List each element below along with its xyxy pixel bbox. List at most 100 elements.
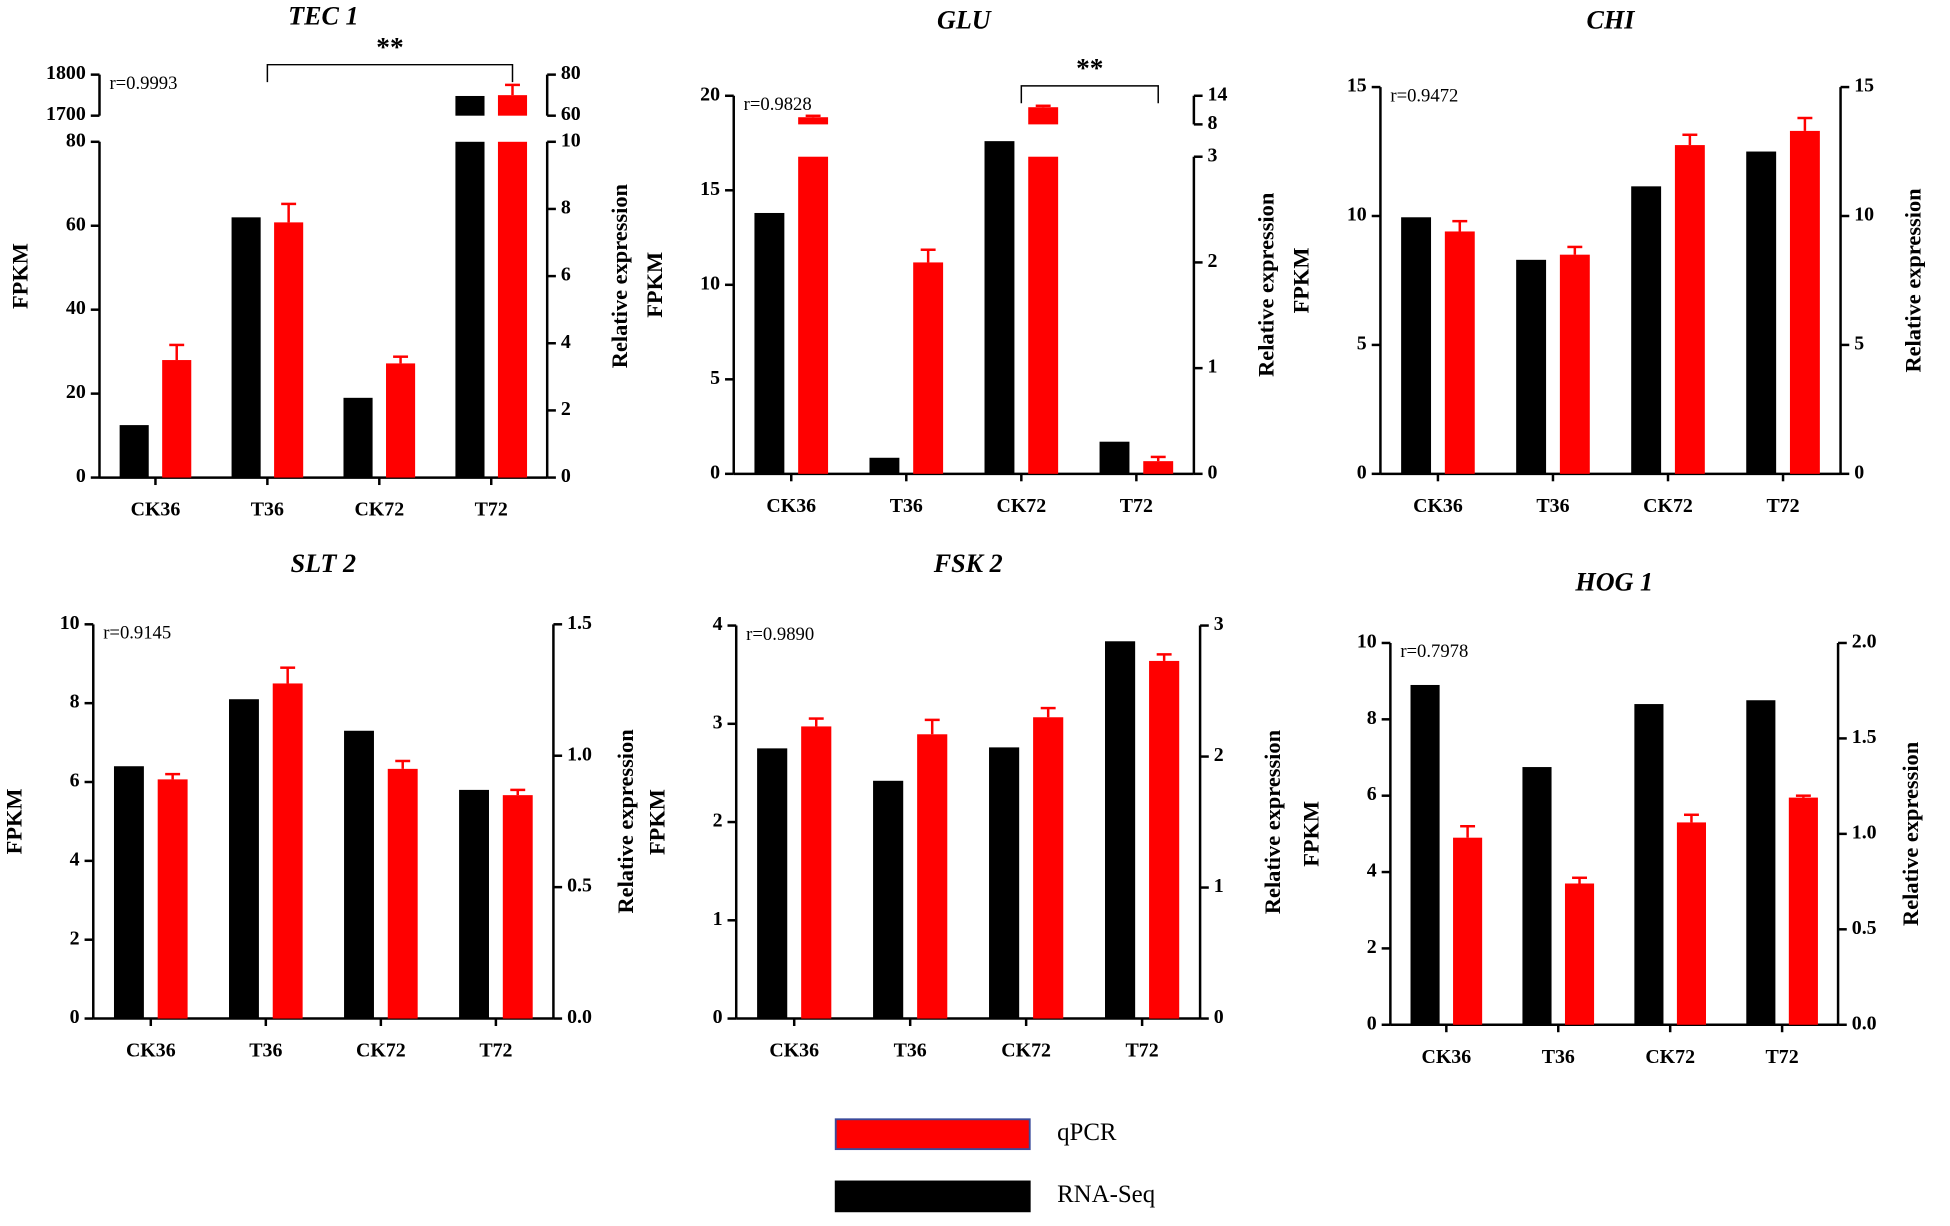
bar-upper <box>455 95 485 116</box>
bar <box>801 726 832 1019</box>
tick-label: 2.0 <box>1852 631 1877 653</box>
tick-label: 15 <box>700 178 720 200</box>
y2-axis-title: Relative expression <box>607 183 632 368</box>
tick-label: 2 <box>70 927 80 949</box>
bar <box>1559 254 1590 474</box>
legend-swatch <box>834 1118 1031 1151</box>
tick-label: 2 <box>1367 936 1377 958</box>
tick-label: 10 <box>1854 204 1874 226</box>
chart-title: HOG 1 <box>1574 568 1653 597</box>
x-tick-label: T72 <box>479 1040 512 1062</box>
bar <box>1105 641 1136 1019</box>
tick-label: 2 <box>1214 744 1224 766</box>
y2-axis-title: Relative expression <box>1898 741 1923 926</box>
bar <box>1410 684 1440 1025</box>
y-axis-title: FPKM <box>642 252 667 318</box>
bar <box>274 222 304 478</box>
tick-label: 1 <box>1214 875 1224 897</box>
tick-label: 0 <box>1854 461 1864 483</box>
chart-title: CHI <box>1587 5 1636 34</box>
tick-label: 0 <box>70 1006 80 1028</box>
tick-label: 2 <box>1208 250 1218 272</box>
x-tick-label: CK72 <box>996 495 1046 517</box>
bar <box>1674 145 1705 474</box>
x-tick-label: T36 <box>249 1040 282 1062</box>
correlation-label: r=0.9890 <box>746 624 814 645</box>
bar <box>989 747 1020 1019</box>
x-tick-label: CK72 <box>356 1040 406 1062</box>
tick-label: 5 <box>710 367 720 389</box>
x-tick-label: CK36 <box>766 495 816 517</box>
tick-label: 0 <box>710 461 720 483</box>
tick-label: 1.5 <box>1852 726 1877 748</box>
tick-label: 3 <box>1214 613 1224 635</box>
tick-label: 8 <box>70 691 80 713</box>
bar <box>387 768 418 1019</box>
tick-label: 3 <box>713 711 723 733</box>
bar <box>119 425 149 478</box>
bar <box>1789 130 1820 474</box>
chart-title: TEC 1 <box>288 2 358 31</box>
x-tick-label: T36 <box>890 495 923 517</box>
bar <box>157 779 188 1019</box>
tick-label: 6 <box>561 264 571 286</box>
tick-label: 0.5 <box>1852 917 1877 939</box>
tick-label: 8 <box>561 197 571 219</box>
x-tick-label: T36 <box>1536 495 1569 517</box>
y-axis-title: FPKM <box>8 243 33 309</box>
y2-axis-title: Relative expression <box>1260 729 1285 914</box>
tick-label: 8 <box>1367 707 1377 729</box>
bar <box>1149 660 1180 1019</box>
bar <box>1453 837 1483 1025</box>
bar <box>1444 231 1475 474</box>
bar <box>913 262 944 474</box>
bar <box>455 141 485 478</box>
bar <box>459 789 489 1019</box>
bar <box>1634 704 1664 1025</box>
x-tick-label: T36 <box>894 1040 927 1062</box>
x-tick-label: CK36 <box>126 1040 176 1062</box>
significance-bracket <box>266 63 514 83</box>
bar-upper <box>497 95 528 116</box>
x-tick-label: T72 <box>1120 495 1153 517</box>
tick-label: 0 <box>1214 1006 1224 1028</box>
bar <box>272 683 303 1019</box>
bar <box>1522 767 1552 1025</box>
bar <box>1676 822 1707 1025</box>
bar <box>113 766 144 1019</box>
tick-label: 0.0 <box>567 1006 592 1028</box>
x-tick-label: CK72 <box>354 499 404 521</box>
tick-label: 5 <box>1854 332 1864 354</box>
bar-upper <box>798 117 829 125</box>
tick-label: 15 <box>1347 75 1367 97</box>
x-tick-label: T72 <box>1126 1040 1159 1062</box>
tick-label: 1700 <box>46 103 86 125</box>
tick-label: 5 <box>1357 332 1367 354</box>
bar <box>1099 441 1130 474</box>
tick-label: 2 <box>561 398 571 420</box>
tick-label: 4 <box>561 331 571 353</box>
bar <box>757 748 788 1019</box>
x-tick-label: T72 <box>1766 495 1799 517</box>
tick-label: 4 <box>713 613 723 635</box>
legend-label: RNA-Seq <box>1057 1181 1155 1208</box>
x-tick-label: CK72 <box>1643 495 1693 517</box>
tick-label: 0 <box>713 1006 723 1028</box>
bar <box>162 360 192 478</box>
tick-label: 0 <box>1357 461 1367 483</box>
x-tick-label: T36 <box>251 499 284 521</box>
significance-label: ** <box>1076 53 1103 83</box>
x-tick-label: CK36 <box>1413 495 1463 517</box>
bar <box>497 141 528 478</box>
tick-label: 3 <box>1208 144 1218 166</box>
bar <box>1401 217 1432 474</box>
tick-label: 80 <box>561 62 581 84</box>
chart-title: SLT 2 <box>291 549 357 578</box>
bar <box>1033 717 1064 1019</box>
bar <box>1631 186 1662 474</box>
legend-label: qPCR <box>1057 1119 1117 1146</box>
tick-label: 1800 <box>46 62 86 84</box>
x-tick-label: CK36 <box>131 499 181 521</box>
correlation-label: r=0.9993 <box>109 73 177 94</box>
